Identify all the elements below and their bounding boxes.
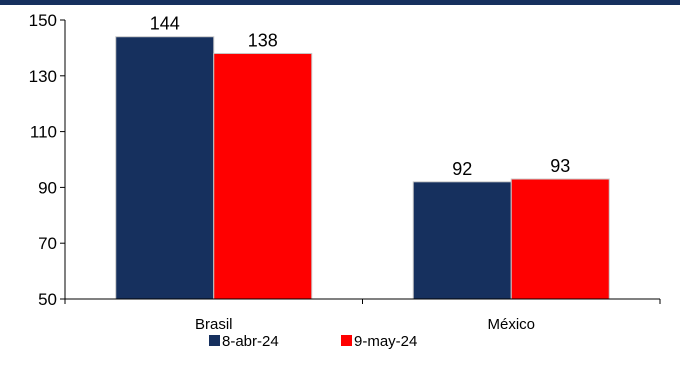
legend-label: 9-may-24: [354, 333, 417, 350]
y-tick-label: 130: [29, 67, 57, 86]
x-tick-label: México: [487, 316, 535, 333]
x-tick-label: Brasil: [195, 316, 233, 333]
legend-swatch: [341, 335, 352, 346]
y-tick-label: 90: [38, 178, 57, 197]
bar-brasil-series-2: [214, 53, 312, 299]
data-label: 144: [150, 14, 180, 34]
y-tick-label: 70: [38, 234, 57, 253]
y-tick-label: 110: [30, 123, 57, 142]
y-tick-label: 50: [38, 290, 57, 309]
legend-label: 8-abr-24: [222, 333, 279, 350]
bar-brasil-series-1: [116, 37, 214, 299]
y-tick-label: 150: [29, 11, 57, 30]
bars-layer: [116, 37, 610, 299]
bar-méxico-series-2: [511, 179, 609, 299]
legend: 8-abr-24 9-may-24: [209, 333, 417, 350]
data-label: 93: [550, 156, 570, 176]
data-label: 138: [248, 30, 278, 50]
data-label: 92: [452, 159, 472, 179]
legend-swatch: [209, 335, 220, 346]
bar-méxico-series-1: [413, 182, 511, 299]
